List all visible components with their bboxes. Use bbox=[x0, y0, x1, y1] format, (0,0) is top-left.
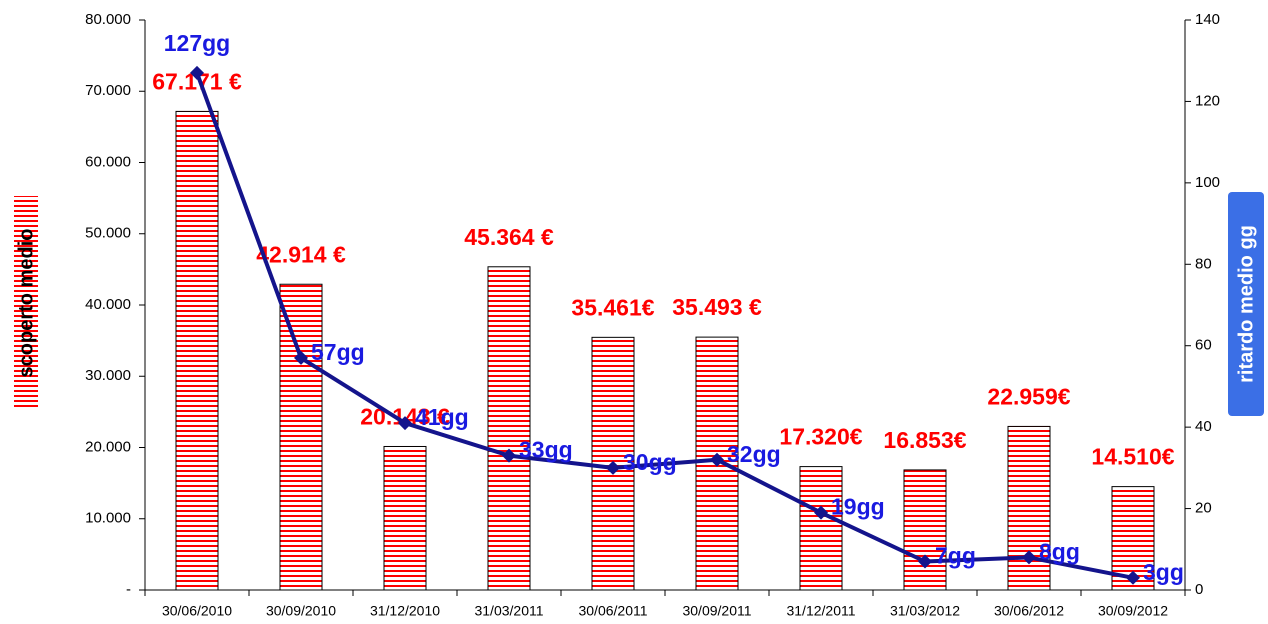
y2-axis-label: ritardo medio gg bbox=[1235, 225, 1257, 383]
x-tick-label: 31/03/2011 bbox=[474, 603, 543, 619]
line-value-label: 41gg bbox=[415, 404, 469, 430]
y-tick-label: 50.000 bbox=[85, 225, 131, 242]
line-marker bbox=[814, 505, 828, 520]
bar-value-label: 35.461€ bbox=[571, 294, 654, 320]
line-marker bbox=[918, 554, 932, 569]
x-tick-label: 31/12/2011 bbox=[786, 603, 855, 619]
bar-value-label: 42.914 € bbox=[256, 241, 346, 267]
bar bbox=[487, 266, 531, 591]
bar-value-label: 14.510€ bbox=[1091, 444, 1174, 470]
line-marker bbox=[398, 416, 412, 431]
y-tick-label: 40.000 bbox=[85, 296, 131, 313]
y2-tick-label: 140 bbox=[1195, 11, 1220, 28]
x-tick-label: 30/06/2012 bbox=[994, 603, 1064, 619]
y2-tick-label: 20 bbox=[1195, 500, 1212, 517]
y2-tick-label: 120 bbox=[1195, 92, 1220, 109]
line-value-label: 7gg bbox=[935, 543, 976, 569]
line-marker bbox=[502, 448, 516, 463]
bar-value-label: 16.853€ bbox=[883, 427, 966, 453]
line-value-label: 19gg bbox=[831, 494, 885, 520]
line-value-label: 30gg bbox=[623, 449, 677, 475]
line-marker bbox=[1022, 550, 1036, 565]
x-tick-label: 30/06/2010 bbox=[162, 603, 232, 619]
bar-value-label: 17.320€ bbox=[779, 424, 862, 450]
bar bbox=[175, 110, 219, 591]
line-value-label: 57gg bbox=[311, 339, 365, 365]
y-tick-label: 60.000 bbox=[85, 153, 131, 170]
y2-tick-label: 0 bbox=[1195, 581, 1203, 598]
line bbox=[195, 72, 1134, 580]
bar bbox=[383, 445, 427, 591]
line-value-label: 3gg bbox=[1143, 559, 1184, 585]
bar-value-label: 35.493 € bbox=[672, 294, 762, 320]
x-tick-label: 31/03/2012 bbox=[890, 603, 960, 619]
y2-tick-label: 40 bbox=[1195, 418, 1212, 435]
y-tick-label: 20.000 bbox=[85, 438, 131, 455]
y-tick-label: 10.000 bbox=[85, 510, 131, 527]
x-tick-label: 30/09/2010 bbox=[266, 603, 336, 619]
bar bbox=[1007, 425, 1051, 591]
y2-tick-label: 60 bbox=[1195, 337, 1212, 354]
y-tick-label: 70.000 bbox=[85, 82, 131, 99]
y-axis-label: scoperto medio bbox=[15, 229, 37, 378]
line-value-label: 127gg bbox=[164, 30, 230, 56]
line-marker bbox=[710, 452, 724, 467]
y-label-background bbox=[14, 196, 38, 410]
bar bbox=[279, 283, 323, 591]
y-tick-label: - bbox=[126, 581, 131, 598]
x-tick-label: 30/09/2012 bbox=[1098, 603, 1168, 619]
y-tick-label: 30.000 bbox=[85, 367, 131, 384]
bar-value-label: 45.364 € bbox=[464, 224, 554, 250]
x-tick-label: 30/09/2011 bbox=[682, 603, 751, 619]
x-tick-label: 30/06/2011 bbox=[578, 603, 647, 619]
y2-tick-label: 100 bbox=[1195, 174, 1220, 191]
bar-value-label: 22.959€ bbox=[987, 383, 1070, 409]
line-marker bbox=[606, 460, 620, 475]
line-value-label: 32gg bbox=[727, 441, 781, 467]
line-value-label: 8gg bbox=[1039, 539, 1080, 565]
bar bbox=[799, 466, 843, 591]
y-tick-label: 80.000 bbox=[85, 11, 131, 28]
x-tick-label: 31/12/2010 bbox=[370, 603, 440, 619]
bar bbox=[903, 469, 947, 591]
line-marker bbox=[190, 65, 204, 80]
y2-tick-label: 80 bbox=[1195, 255, 1212, 272]
y2-label-background bbox=[1228, 192, 1264, 416]
line-value-label: 33gg bbox=[519, 437, 573, 463]
line-marker bbox=[294, 350, 308, 365]
line-marker bbox=[1126, 570, 1140, 585]
